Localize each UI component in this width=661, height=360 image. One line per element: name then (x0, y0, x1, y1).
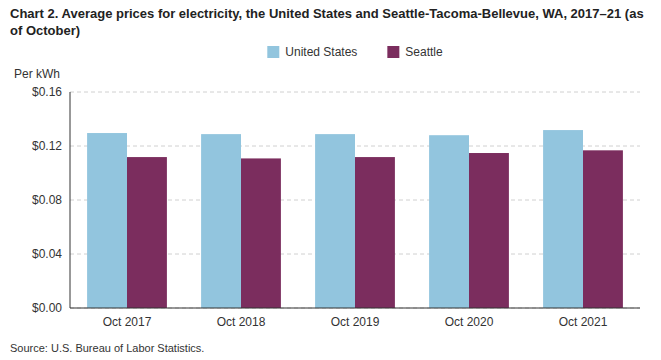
legend-item: United States (267, 45, 357, 59)
grid-line (70, 92, 640, 93)
bars: United States, Oct 2017: 0.1296 United St… (87, 130, 623, 308)
grid-line (70, 308, 640, 309)
bar: United States, Oct 2017: 0.1296 (87, 133, 127, 308)
legend-swatch (387, 46, 399, 58)
legend-swatch (267, 46, 279, 58)
bar: Seattle, Oct 2021: 0.1168 (583, 150, 623, 308)
bar: United States, Oct 2020: 0.128 (429, 135, 469, 308)
x-axis-line (70, 308, 640, 309)
bar: Seattle, Oct 2017: 0.1118 (127, 157, 167, 308)
bar: Seattle, Oct 2020: 0.1148 (469, 153, 509, 308)
bar: United States, Oct 2018: 0.1288 (201, 134, 241, 308)
legend-label: Seattle (405, 45, 443, 59)
x-tick-label: Oct 2019 (331, 315, 380, 329)
bar: United States, Oct 2021: 0.1318 (543, 130, 583, 308)
y-tick-label: $0.08 (32, 193, 62, 207)
y-tick-label: $0.16 (32, 85, 62, 99)
legend-label: United States (285, 45, 357, 59)
y-tick-label: $0.12 (32, 139, 62, 153)
y-axis-label: Per kWh (14, 67, 60, 81)
bar: Seattle, Oct 2018: 0.1108 (241, 158, 281, 308)
bar: United States, Oct 2019: 0.1288 (315, 134, 355, 308)
x-tick-label: Oct 2021 (559, 315, 608, 329)
x-tick-label: Oct 2020 (445, 315, 494, 329)
y-tick-label: $0.00 (32, 301, 62, 315)
title: Chart 2. Average prices for electricity,… (10, 6, 644, 38)
source: Source: U.S. Bureau of Labor Statistics. (10, 342, 204, 354)
x-tick-label: Oct 2018 (217, 315, 266, 329)
legend: United States Seattle (267, 45, 443, 59)
y-axis-line (70, 92, 71, 308)
legend-item: Seattle (387, 45, 443, 59)
grid (70, 92, 640, 308)
bar: Seattle, Oct 2019: 0.1118 (355, 157, 395, 308)
chart: Chart 2. Average prices for electricity,… (0, 0, 661, 360)
y-tick-label: $0.04 (32, 247, 62, 261)
x-tick-label: Oct 2017 (103, 315, 152, 329)
